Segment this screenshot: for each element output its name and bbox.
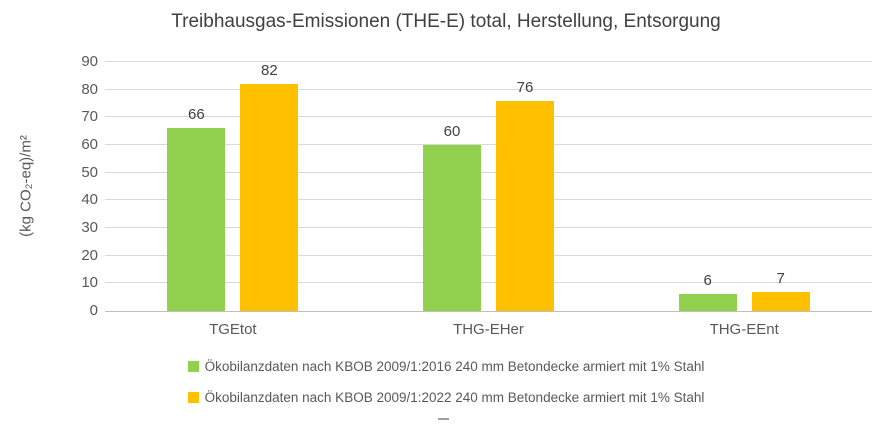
y-tick-label: 20: [81, 246, 98, 264]
data-label-THG-EEnt-series1: 6: [703, 272, 712, 290]
legend-item-1: Ökobilanzdaten nach KBOB 2009/1:2016 240…: [187, 359, 705, 374]
gridline: [105, 144, 872, 145]
y-tick-label: 0: [89, 302, 98, 319]
x-category-label: THG-EHer: [453, 321, 524, 338]
x-category-label: THG-EEnt: [709, 321, 779, 338]
x-axis-labels: TGEtot THG-EHer THG-EEnt: [105, 321, 872, 341]
data-label-TGEtot-series2: 82: [260, 62, 278, 80]
bar-THG-EHer-series1: [423, 145, 481, 311]
bar-THG-EEnt-series2: [751, 291, 810, 311]
y-tick-label: 40: [81, 191, 98, 209]
y-tick-label: 30: [81, 219, 98, 236]
legend-swatch-2: [187, 392, 199, 403]
y-tick-label: 80: [81, 80, 98, 98]
gridline: [105, 227, 872, 228]
bar-TGEtot-series2: [240, 84, 299, 311]
bar-THG-EEnt-series1: [678, 294, 737, 311]
data-label-THG-EEnt-series2: 7: [776, 269, 785, 287]
gridline: [105, 171, 872, 173]
plot-area: 66 82 60 76 6 7: [105, 61, 872, 312]
legend-label-1: Ökobilanzdaten nach KBOB 2009/1:2016 240…: [204, 359, 705, 374]
legend-item-2: Ökobilanzdaten nach KBOB 2009/1:2022 240…: [187, 390, 705, 405]
gridline: [105, 282, 872, 284]
chart-title: Treibhausgas-Emissionen (THE-E) total, H…: [171, 11, 721, 32]
y-axis-ticks: 0 10 20 30 40 50 60 70 80 90: [0, 53, 98, 319]
y-tick-label: 70: [81, 108, 98, 126]
data-label-THG-EHer-series1: 60: [443, 123, 461, 140]
y-tick-label: 10: [81, 274, 98, 292]
legend-swatch-1: [187, 361, 199, 372]
bar-THG-EHer-series2: [496, 100, 554, 311]
x-category-label: TGEtot: [209, 321, 257, 338]
data-label-TGEtot-series1: 66: [187, 106, 205, 124]
y-tick-label: 50: [81, 163, 98, 181]
gridline: [105, 61, 872, 62]
gridline: [105, 254, 872, 256]
y-tick-label: 60: [81, 136, 98, 153]
gridline: [105, 88, 872, 90]
clipped-content-artifact: [438, 418, 449, 420]
y-tick-label: 90: [81, 53, 98, 70]
legend-items: Ökobilanzdaten nach KBOB 2009/1:2016 240…: [187, 359, 705, 405]
gridline: [105, 116, 872, 118]
legend-label-2: Ökobilanzdaten nach KBOB 2009/1:2022 240…: [204, 390, 705, 405]
legend: Ökobilanzdaten nach KBOB 2009/1:2016 240…: [0, 359, 892, 405]
bar-TGEtot-series1: [167, 128, 226, 311]
data-label-THG-EHer-series2: 76: [516, 78, 534, 96]
gridline: [105, 199, 872, 201]
